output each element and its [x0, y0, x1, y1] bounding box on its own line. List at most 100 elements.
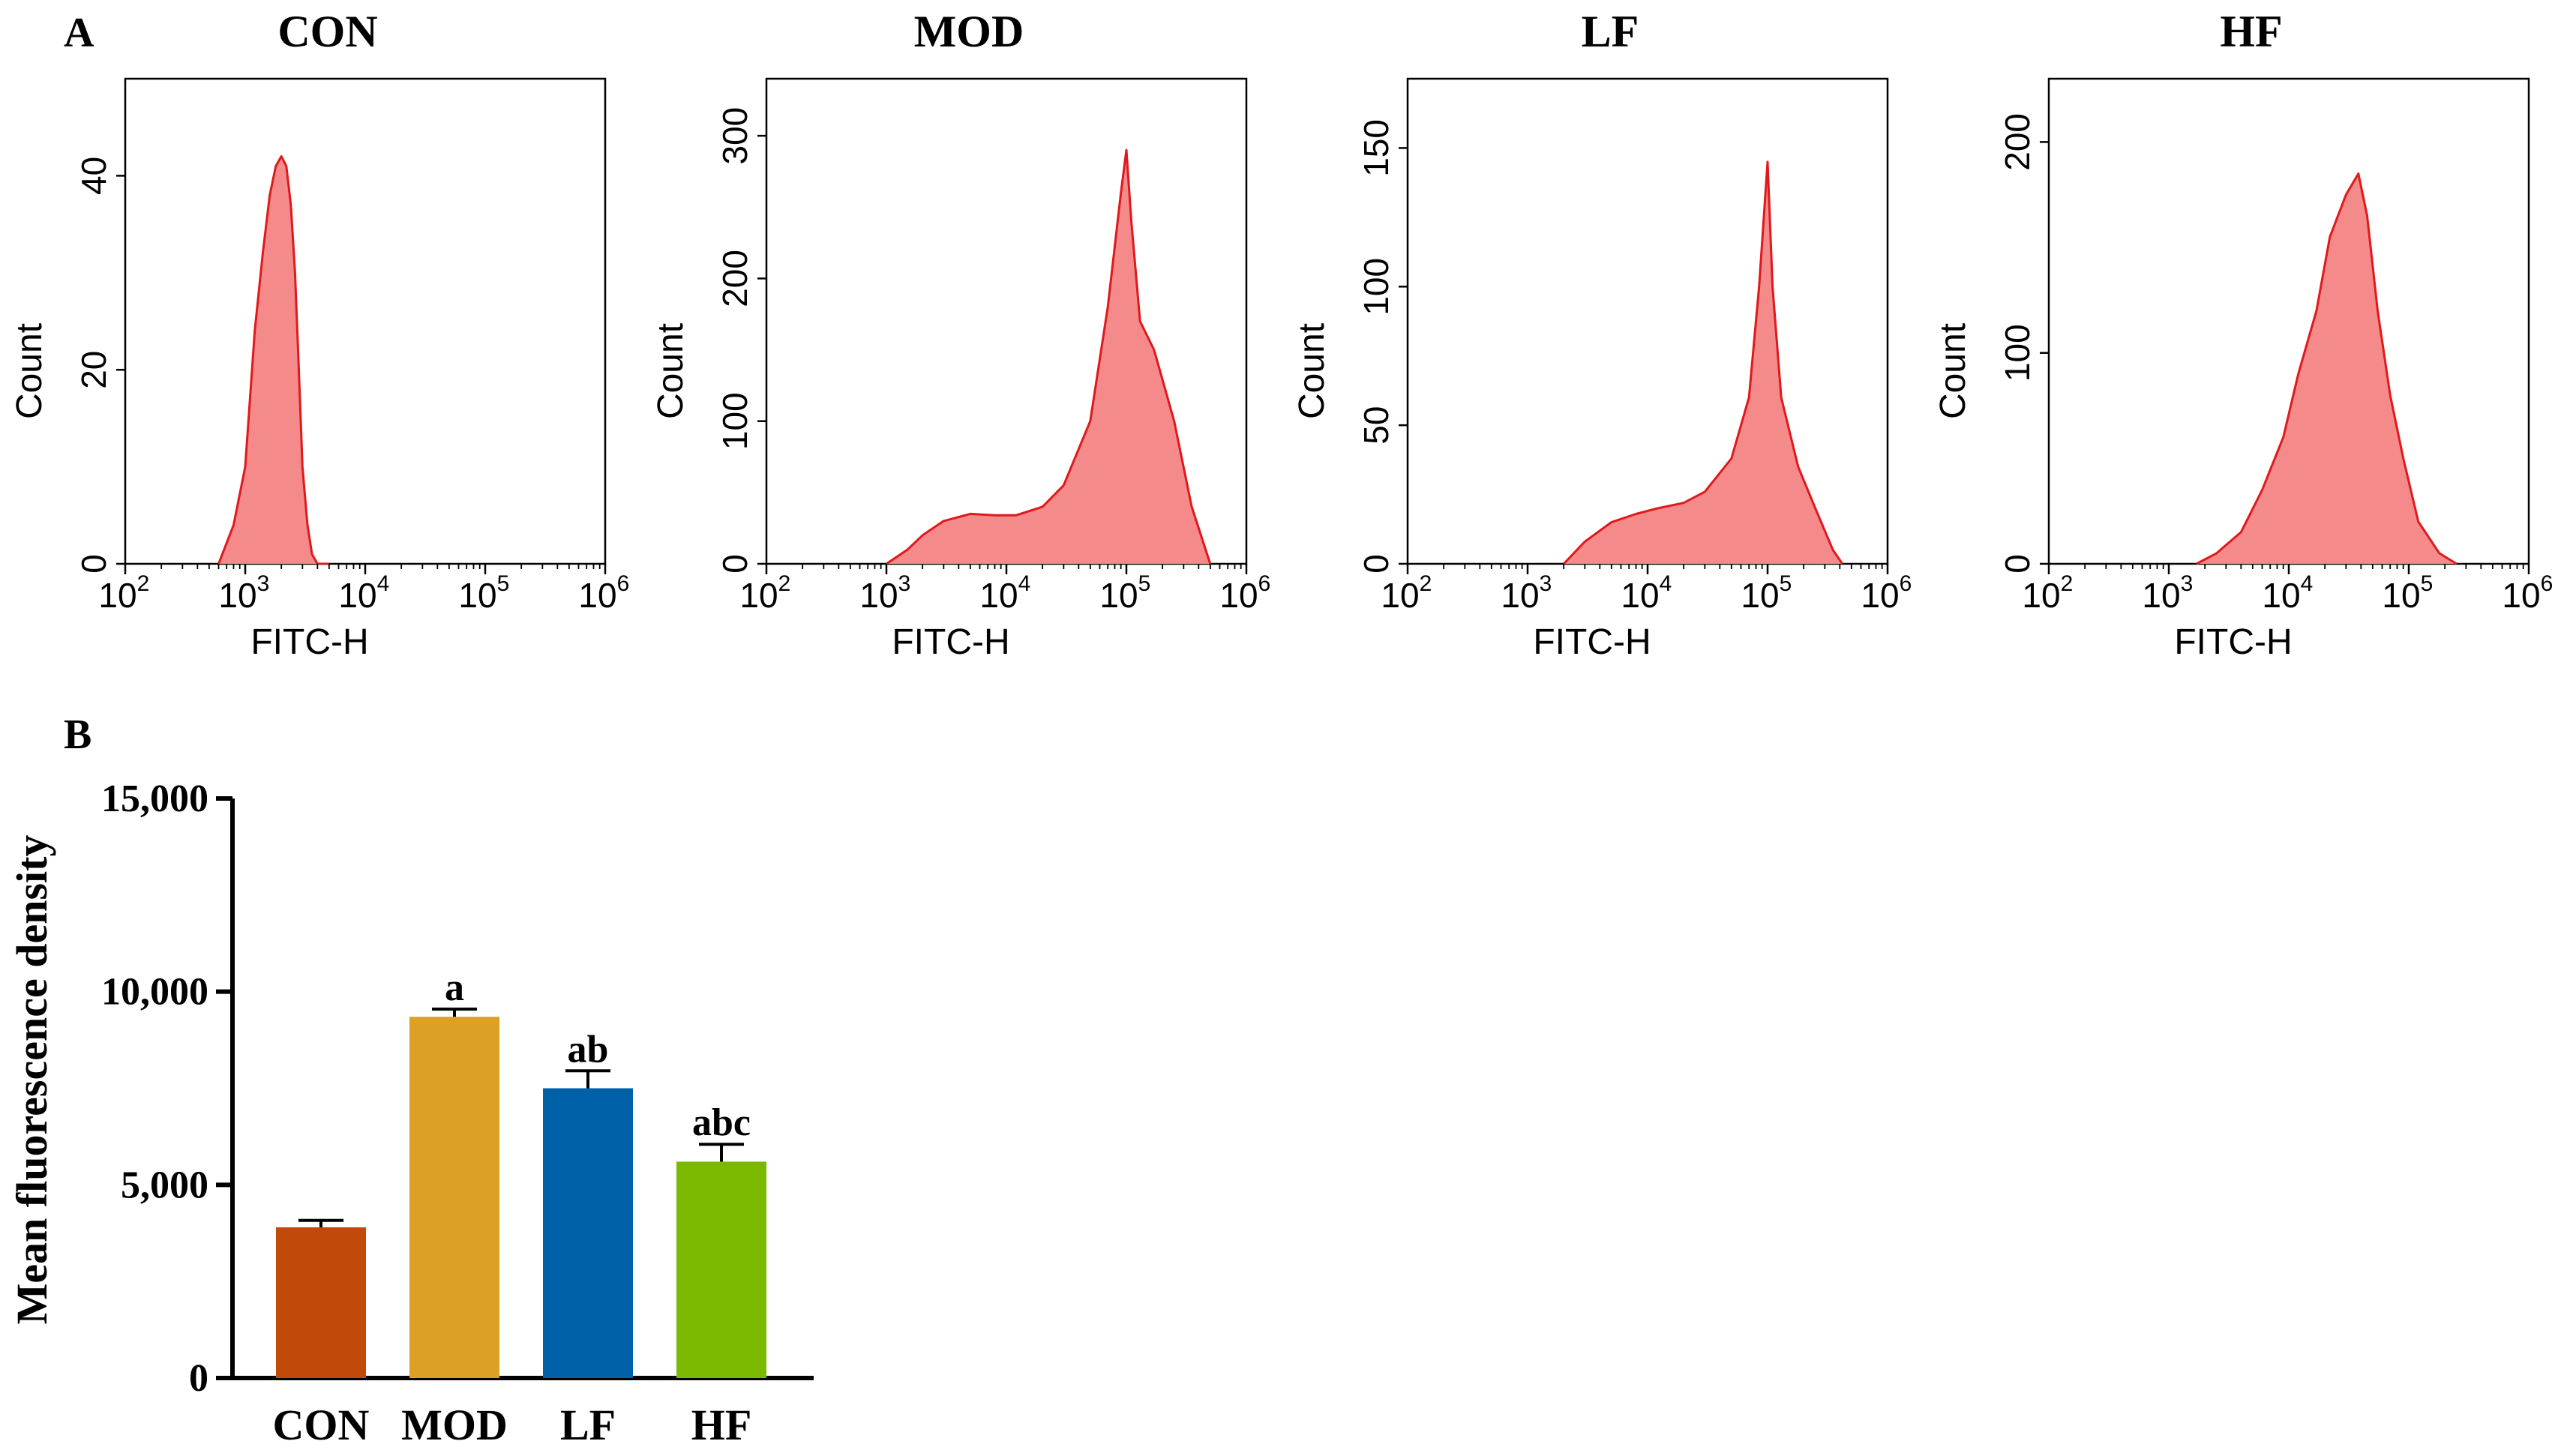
y-tick-label: 0	[1998, 554, 2037, 574]
y-tick-label: 200	[1998, 113, 2037, 171]
bar-group-mod: a MOD	[401, 966, 508, 1449]
y-tick-label: 100	[715, 392, 754, 450]
bar-lf	[543, 1088, 633, 1378]
x-tick-label: 10	[979, 576, 1018, 615]
x-tick-label: 10	[2382, 576, 2420, 615]
x-tick-exponent: 4	[2301, 571, 2314, 596]
bar-hf	[676, 1161, 766, 1378]
histogram-fill	[1564, 161, 1843, 564]
y-tick-label: 5,000	[121, 1164, 208, 1206]
x-tick-exponent: 2	[137, 571, 150, 596]
x-tick-exponent: 4	[1018, 571, 1031, 596]
y-tick-label: 0	[715, 554, 754, 574]
bar-chart: 0 5,000 10,000 15,000 Mean fluorescence dens…	[7, 777, 814, 1449]
bar-group-hf: abc HF	[676, 1101, 766, 1449]
y-axis-label: Count	[10, 323, 49, 419]
histogram-line	[886, 148, 1212, 565]
y-tick-label: 200	[715, 250, 754, 307]
x-tick-exponent: 3	[2181, 571, 2194, 596]
y-tick-label: 40	[74, 157, 113, 195]
x-tick-label: 10	[1381, 576, 1419, 615]
x-tick-exponent: 5	[497, 571, 510, 596]
x-tick-exponent: 2	[2061, 571, 2074, 596]
plot-frame	[124, 77, 607, 565]
x-tick-exponent: 4	[1660, 571, 1672, 596]
x-category-label: HF	[691, 1401, 752, 1449]
significance-label: abc	[692, 1101, 751, 1144]
x-tick-exponent: 6	[617, 571, 630, 596]
y-tick-label: 100	[1357, 258, 1396, 316]
x-axis-label: FITC-H	[250, 622, 368, 662]
panel-b-label: B	[64, 712, 91, 758]
bar-group-lf: ab LF	[543, 1028, 633, 1449]
significance-label: a	[445, 966, 464, 1009]
y-tick-label: 10,000	[101, 971, 208, 1014]
x-tick-exponent: 6	[2541, 571, 2554, 596]
x-tick-label: 10	[2262, 576, 2300, 615]
x-tick-label: 10	[1099, 576, 1138, 615]
significance-label: ab	[568, 1028, 609, 1071]
x-tick-label: 10	[1621, 576, 1659, 615]
x-tick-exponent: 3	[257, 571, 270, 596]
y-axis-label: Count	[651, 323, 691, 419]
plot-frame	[1406, 77, 1889, 565]
y-tick-label: 100	[1998, 324, 2037, 382]
histogram-title: MOD	[914, 7, 1024, 56]
y-tick-label: 15,000	[101, 777, 208, 820]
x-tick-label: 10	[1861, 576, 1899, 615]
x-tick-exponent: 4	[377, 571, 390, 596]
y-tick-label: 300	[715, 107, 754, 165]
histogram-title: LF	[1582, 7, 1639, 56]
x-category-label: CON	[273, 1401, 370, 1449]
x-tick-exponent: 5	[2421, 571, 2434, 596]
y-tick-label: 0	[1357, 554, 1396, 574]
x-tick-exponent: 3	[898, 571, 911, 596]
x-tick-label: 10	[2502, 576, 2540, 615]
x-tick-exponent: 3	[1540, 571, 1552, 596]
x-axis-label: FITC-H	[2174, 622, 2292, 662]
histogram-title: CON	[277, 7, 377, 56]
histogram-fill	[886, 150, 1210, 565]
x-tick-label: 10	[1501, 576, 1539, 615]
x-tick-label: 10	[98, 576, 136, 615]
x-tick-exponent: 6	[1258, 571, 1271, 596]
y-tick-label: 50	[1357, 406, 1396, 445]
x-tick-exponent: 2	[1420, 571, 1432, 596]
bar-mod	[409, 1017, 499, 1378]
x-tick-label: 10	[578, 576, 616, 615]
histogram-line	[2196, 172, 2458, 565]
x-tick-exponent: 2	[778, 571, 791, 596]
x-category-label: LF	[560, 1401, 616, 1449]
x-tick-label: 10	[458, 576, 496, 615]
histogram-title: HF	[2220, 7, 2282, 56]
x-tick-exponent: 6	[1900, 571, 1912, 596]
y-axis-label: Count	[1292, 323, 1332, 419]
bar-group-con: CON	[273, 1218, 370, 1449]
y-axis-label: Count	[1933, 323, 1973, 419]
panel-a-label: A	[64, 10, 94, 56]
x-axis-label: FITC-H	[1533, 622, 1651, 662]
histogram-fill	[2196, 173, 2457, 565]
x-tick-label: 10	[218, 576, 256, 615]
x-tick-label: 10	[1741, 576, 1779, 615]
y-tick-label: 150	[1357, 119, 1396, 177]
x-tick-label: 10	[859, 576, 898, 615]
y-tick-label: 0	[74, 554, 113, 574]
histogram-fill	[218, 156, 329, 564]
histogram-line	[217, 155, 329, 565]
histogram-line	[1563, 160, 1843, 565]
x-tick-exponent: 5	[1780, 571, 1792, 596]
x-tick-label: 10	[338, 576, 376, 615]
x-tick-label: 10	[2022, 576, 2060, 615]
bar-con	[276, 1227, 366, 1378]
x-category-label: MOD	[401, 1401, 508, 1449]
x-tick-label: 10	[739, 576, 778, 615]
y-tick-label: 0	[189, 1357, 208, 1400]
x-axis-label: FITC-H	[892, 622, 1009, 662]
x-tick-label: 10	[2142, 576, 2180, 615]
